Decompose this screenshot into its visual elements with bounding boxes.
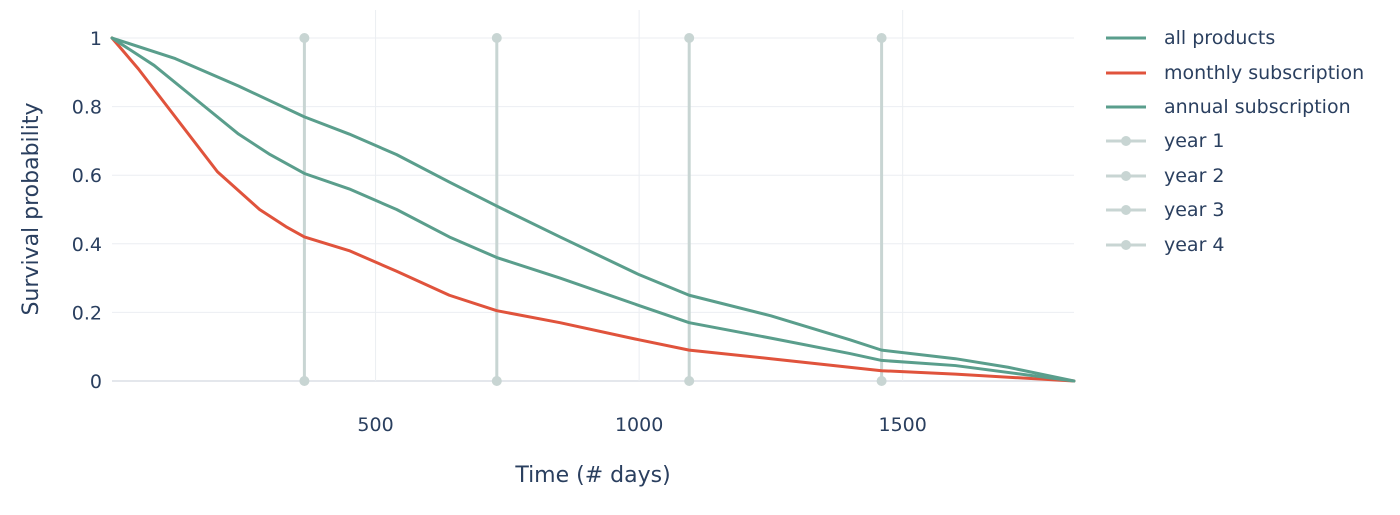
series-layer (110, 33, 1076, 386)
legend: all products monthly subscription annual s… (1100, 21, 1390, 262)
legend-label: year 3 (1164, 199, 1225, 222)
y-tick-label: 0.6 (72, 165, 102, 187)
y-tick-label: 0 (90, 371, 102, 393)
y-tick-label: 0.2 (72, 302, 102, 324)
legend-item[interactable]: year 4 (1100, 227, 1390, 261)
x-tick-label: 1500 (879, 414, 927, 436)
y-tick-label: 1 (90, 28, 102, 50)
legend-swatch (1106, 170, 1146, 181)
legend-label: year 1 (1164, 130, 1225, 153)
legend-label: all products (1164, 27, 1276, 50)
legend-item[interactable]: year 2 (1100, 159, 1390, 193)
series-year-2 (491, 33, 502, 386)
year-marker-point (684, 33, 695, 43)
year-marker-point (299, 33, 310, 43)
legend-item[interactable]: monthly subscription (1100, 55, 1390, 89)
x-axis-title: Time (# days) (514, 463, 670, 488)
year-marker-point (299, 376, 310, 386)
series-annual-subscription (110, 36, 1076, 383)
y-tick-label: 0.4 (72, 234, 102, 256)
series-monthly-subscription (110, 36, 1076, 383)
y-axis-title: Survival probability (19, 102, 44, 315)
legend-swatch (1106, 71, 1146, 75)
legend-swatch (1106, 36, 1146, 40)
legend-swatch (1106, 205, 1146, 216)
year-marker-point (491, 33, 502, 43)
year-marker-point (876, 376, 887, 386)
legend-label: year 2 (1164, 164, 1225, 187)
survival-curve (110, 36, 1076, 383)
series-year-1 (299, 33, 310, 386)
series-year-4 (876, 33, 887, 386)
legend-swatch (1106, 136, 1146, 147)
legend-label: monthly subscription (1164, 61, 1365, 84)
legend-label: year 4 (1164, 233, 1225, 256)
survival-curve (110, 36, 1076, 383)
legend-swatch (1106, 105, 1146, 109)
legend-item[interactable]: year 3 (1100, 193, 1390, 227)
legend-item[interactable]: all products (1100, 21, 1390, 55)
year-marker-point (684, 376, 695, 386)
legend-label: annual subscription (1164, 95, 1351, 118)
x-tick-label: 500 (357, 414, 393, 436)
year-marker-point (491, 376, 502, 386)
year-marker-point (876, 33, 887, 43)
series-year-3 (684, 33, 695, 386)
y-tick-label: 0.8 (72, 97, 102, 119)
legend-item[interactable]: year 1 (1100, 124, 1390, 158)
legend-swatch (1106, 239, 1146, 250)
legend-item[interactable]: annual subscription (1100, 90, 1390, 124)
grid (112, 10, 1074, 382)
survival-curve (110, 36, 1076, 383)
series-all-products (110, 36, 1076, 383)
x-tick-label: 1000 (615, 414, 663, 436)
